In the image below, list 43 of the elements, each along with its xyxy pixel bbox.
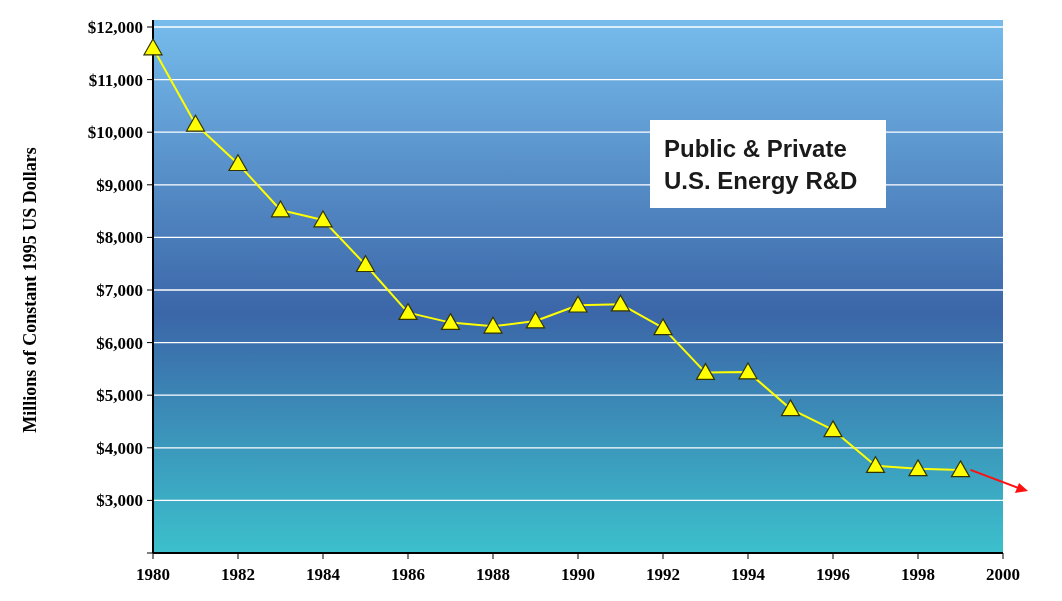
x-tick-label: 1992 bbox=[646, 565, 680, 584]
y-tick-label: $8,000 bbox=[96, 228, 143, 248]
point bbox=[738, 362, 758, 380]
point bbox=[568, 295, 588, 313]
y-tick-label: $6,000 bbox=[96, 333, 143, 353]
point bbox=[865, 456, 886, 474]
y-tick-label: $12,000 bbox=[87, 18, 143, 37]
y-tick-label: $4,000 bbox=[96, 438, 143, 458]
x-tick-label: 1996 bbox=[816, 565, 850, 584]
x-tick-label: 1982 bbox=[221, 565, 255, 584]
y-axis-title: Millions of Constant 1995 US Dollars bbox=[20, 147, 40, 433]
y-tick-label: $3,000 bbox=[96, 491, 143, 511]
x-tick-label: 1984 bbox=[306, 565, 341, 584]
y-tick-label: $11,000 bbox=[88, 70, 143, 90]
y-tick-label: $9,000 bbox=[96, 175, 143, 195]
point bbox=[695, 362, 716, 380]
x-tick-label: 1994 bbox=[731, 565, 766, 584]
x-tick-label: 2000 bbox=[986, 565, 1020, 584]
point bbox=[185, 114, 206, 132]
y-tick-label: $7,000 bbox=[96, 281, 143, 300]
point bbox=[525, 311, 546, 329]
point bbox=[823, 420, 843, 438]
point bbox=[143, 38, 163, 56]
point bbox=[398, 303, 418, 320]
point bbox=[228, 154, 248, 172]
x-tick-label: 1986 bbox=[391, 565, 425, 584]
x-tick-label: 1980 bbox=[136, 565, 170, 584]
point bbox=[313, 210, 333, 228]
point bbox=[908, 459, 928, 477]
y-tick-label: $5,000 bbox=[96, 386, 143, 406]
point bbox=[440, 313, 461, 330]
y-tick-label: $10,000 bbox=[87, 123, 143, 143]
x-tick-label: 1990 bbox=[561, 565, 595, 584]
point bbox=[780, 399, 801, 417]
point bbox=[610, 294, 631, 312]
x-tick-label: 1998 bbox=[901, 565, 935, 584]
point bbox=[950, 460, 971, 478]
point bbox=[270, 200, 291, 218]
point bbox=[355, 255, 376, 273]
x-tick-label: 1988 bbox=[476, 565, 510, 584]
point bbox=[653, 318, 673, 336]
point bbox=[483, 316, 503, 334]
annotation: Public & Private U.S. Energy R&D bbox=[664, 135, 858, 194]
